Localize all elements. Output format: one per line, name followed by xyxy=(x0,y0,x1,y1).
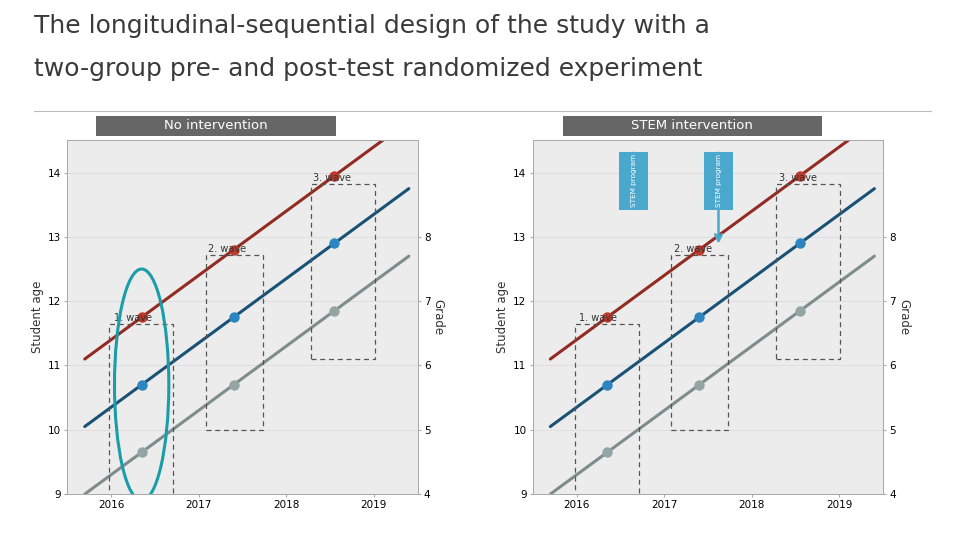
Bar xyxy=(205,255,262,430)
Bar xyxy=(777,184,840,359)
Text: 1. wave: 1. wave xyxy=(113,313,152,323)
Y-axis label: Grade: Grade xyxy=(431,299,444,335)
Text: STEM intervention: STEM intervention xyxy=(632,119,753,132)
Bar xyxy=(618,152,648,210)
Y-axis label: Student age: Student age xyxy=(31,281,43,354)
Text: 3. wave: 3. wave xyxy=(779,173,817,183)
Bar xyxy=(671,255,728,430)
Bar xyxy=(704,152,732,210)
Bar xyxy=(311,184,374,359)
Y-axis label: Grade: Grade xyxy=(897,299,910,335)
Text: STEM program: STEM program xyxy=(715,154,722,207)
Text: two-group pre- and post-test randomized experiment: two-group pre- and post-test randomized … xyxy=(34,57,702,80)
Text: 2. wave: 2. wave xyxy=(674,244,712,254)
Bar xyxy=(575,325,638,500)
Bar xyxy=(109,325,173,500)
Text: 3. wave: 3. wave xyxy=(313,173,351,183)
Text: 1. wave: 1. wave xyxy=(579,313,617,323)
Text: The longitudinal-sequential design of the study with a: The longitudinal-sequential design of th… xyxy=(34,14,709,37)
Y-axis label: Student age: Student age xyxy=(496,281,509,354)
Text: No intervention: No intervention xyxy=(164,119,268,132)
Text: STEM program: STEM program xyxy=(631,154,636,207)
Text: 2. wave: 2. wave xyxy=(208,244,247,254)
